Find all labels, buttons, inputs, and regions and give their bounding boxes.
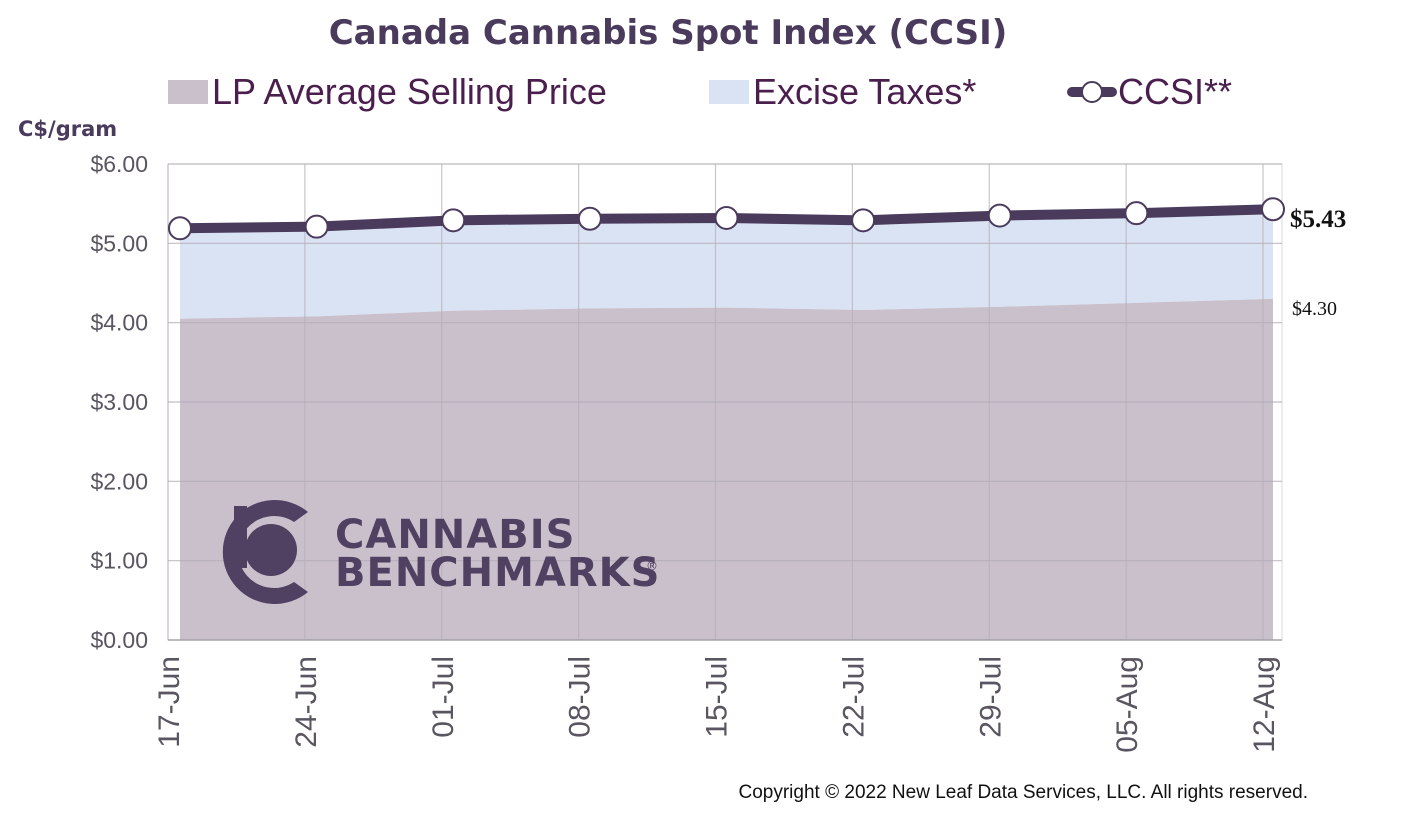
logo-text-line1: CANNABIS [335,512,575,558]
logo-bar-icon [234,506,247,568]
x-tick-label: 05-Aug [1111,656,1144,753]
lp-end-label: $4.30 [1292,298,1337,320]
ccsi-point [987,203,1012,228]
y-tick-label: $0.00 [90,627,148,653]
ccsi-point [714,205,739,230]
y-tick-label: $2.00 [90,468,148,494]
y-axis-label: C$/gram [18,117,117,141]
copyright-notice: Copyright © 2022 New Leaf Data Services,… [739,782,1309,803]
cannabis-benchmarks-logo: CANNABIS BENCHMARKS ® [222,500,661,604]
x-tick-label: 29-Jul [974,656,1007,738]
legend: LP Average Selling Price Excise Taxes* CCS… [168,71,1232,112]
ccsi-point [304,214,329,239]
ccsi-point [1261,197,1285,222]
y-tick-label: $1.00 [90,548,148,574]
ccsi-point [441,208,466,233]
logo-registered-mark: ® [646,559,658,573]
logo-text-line2: BENCHMARKS [335,550,661,596]
y-tick-label: $4.00 [90,310,148,336]
legend-swatch-lp [168,80,208,104]
x-tick-label: 01-Jul [427,656,460,738]
chart-title: Canada Cannabis Spot Index (CCSI) [329,13,1008,53]
x-tick-label: 22-Jul [837,656,870,738]
legend-swatch-excise [709,80,749,104]
x-tick-label: 12-Aug [1248,656,1281,753]
logo-dot-icon [245,524,297,576]
ccsi-point [851,208,876,233]
legend-swatch-ccsi-marker [1081,81,1103,103]
x-tick-label: 15-Jul [701,656,734,738]
plot-area: $0.00 $1.00 $2.00 $3.00 $4.00 $5.00 $6.00 17-Ju… [90,151,1346,753]
legend-label-lp: LP Average Selling Price [212,71,607,112]
lp-average-selling-price-area [180,298,1273,640]
legend-label-ccsi: CCSI** [1118,71,1232,112]
excise-taxes-area [180,209,1273,319]
ccsi-end-label: $5.43 [1290,206,1346,233]
ccsi-point [1124,201,1149,226]
ccsi-point [168,216,192,241]
y-tick-label: $5.00 [90,230,148,256]
ccsi-point [577,206,602,231]
x-tick-label: 17-Jun [153,656,186,748]
y-tick-label: $3.00 [90,389,148,415]
y-tick-label: $6.00 [90,151,148,177]
x-tick-label: 08-Jul [564,656,597,738]
x-tick-label: 24-Jun [290,656,323,748]
legend-label-excise: Excise Taxes* [753,71,976,112]
